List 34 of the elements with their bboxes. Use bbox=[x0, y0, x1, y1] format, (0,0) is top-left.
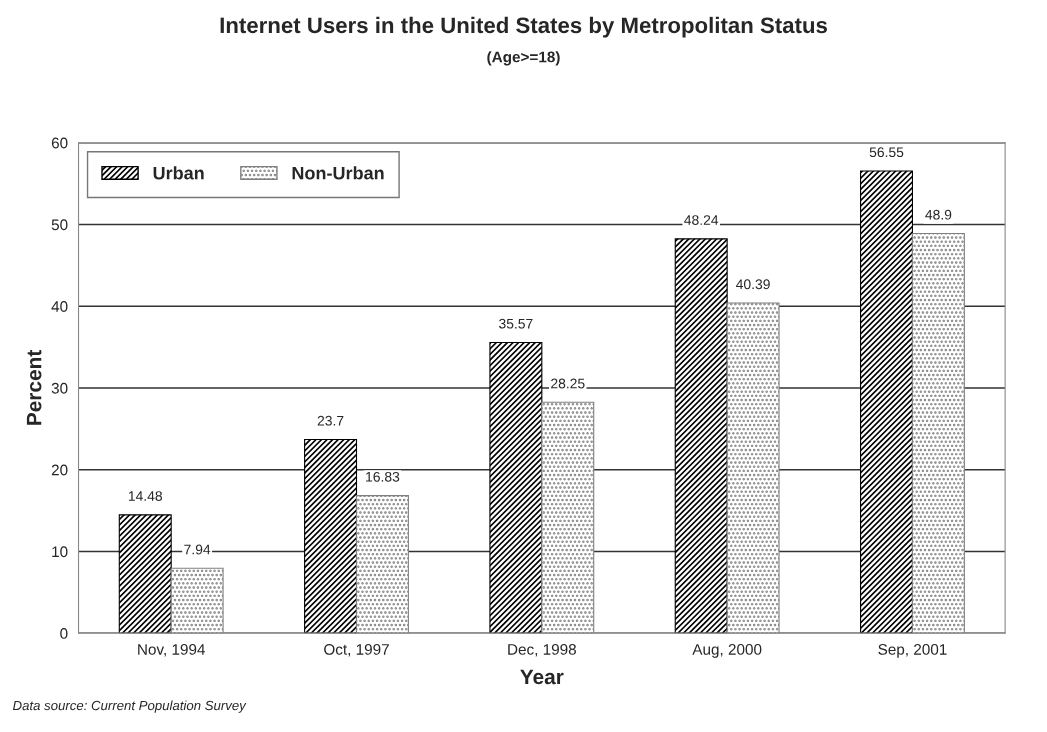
y-axis-title: Percent bbox=[26, 350, 42, 425]
x-tick-label: Sep, 2001 bbox=[878, 644, 947, 658]
chart-title: Internet Users in the United States by Metropolitan Status bbox=[220, 16, 827, 38]
data-label: 14.48 bbox=[128, 491, 163, 501]
x-tick-label: Oct, 1997 bbox=[324, 644, 389, 657]
data-label: 28.25 bbox=[551, 378, 585, 389]
x-tick-label: Dec, 1998 bbox=[508, 644, 576, 657]
data-label: 56.55 bbox=[869, 147, 904, 158]
data-label: 35.57 bbox=[499, 318, 533, 329]
data-label: 48.9 bbox=[925, 209, 952, 220]
x-axis-title: Year bbox=[520, 669, 564, 685]
bar bbox=[489, 341, 543, 634]
x-tick-label: Aug, 2000 bbox=[692, 644, 762, 658]
y-tick-label: 0 bbox=[60, 628, 68, 639]
bar bbox=[118, 514, 172, 634]
data-label: 40.39 bbox=[736, 279, 770, 290]
y-tick-label: 60 bbox=[51, 137, 68, 149]
y-tick-label: 30 bbox=[51, 382, 68, 394]
y-tick-label: 50 bbox=[51, 219, 68, 231]
data-label: 7.94 bbox=[184, 544, 211, 555]
y-tick-label: 40 bbox=[51, 301, 68, 312]
x-tick-label: Nov, 1994 bbox=[138, 644, 205, 657]
legend-label: Non-Urban bbox=[292, 166, 384, 180]
chart-subtitle: (Age>=18) bbox=[487, 51, 560, 66]
bar bbox=[674, 238, 728, 634]
bar bbox=[304, 438, 358, 634]
data-label: 23.7 bbox=[317, 415, 344, 426]
source-note: Data source: Current Population Survey bbox=[12, 700, 247, 713]
y-tick-label: 10 bbox=[52, 546, 68, 558]
data-label: 16.83 bbox=[366, 471, 400, 482]
bar bbox=[860, 170, 914, 634]
data-label: 48.24 bbox=[684, 215, 719, 226]
legend-label: Urban bbox=[153, 166, 204, 180]
y-tick-label: 20 bbox=[51, 464, 68, 476]
